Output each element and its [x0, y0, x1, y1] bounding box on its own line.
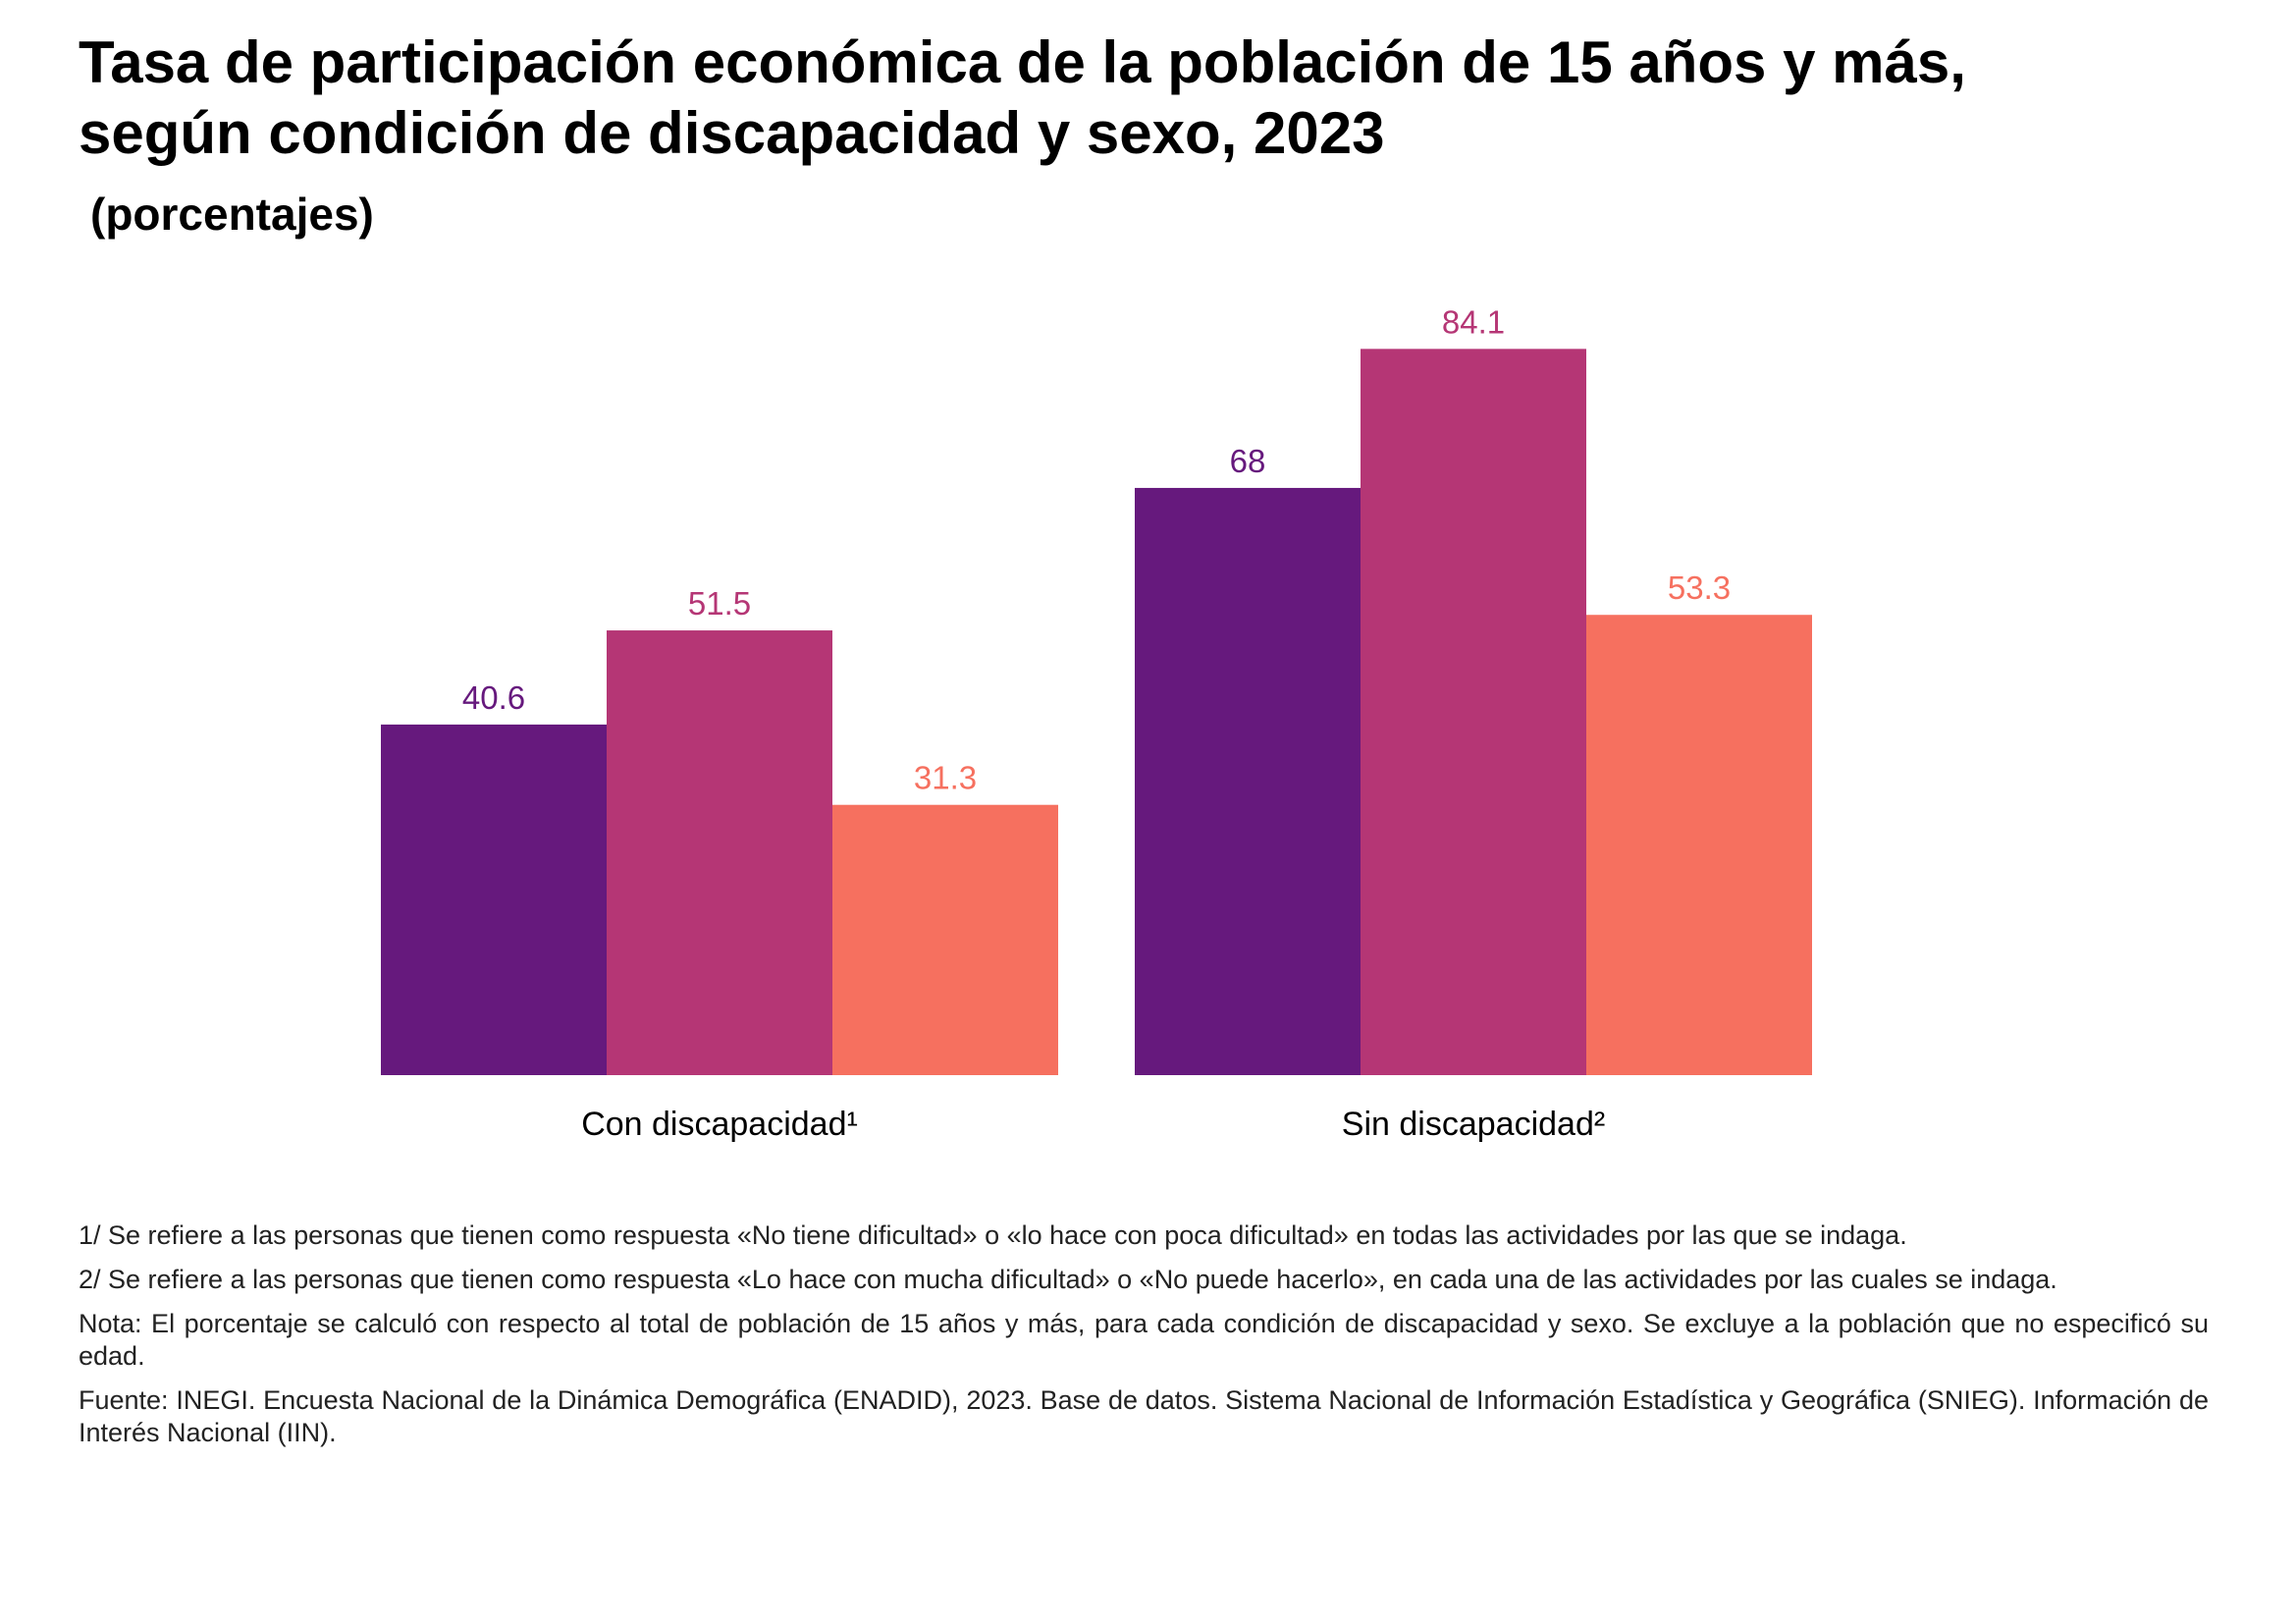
bar-1-series-3 — [832, 804, 1058, 1075]
category-label-2: Sin discapacidad² — [1342, 1106, 1605, 1143]
bars-layer — [381, 349, 1812, 1075]
bar-chart: 40.6 51.5 31.3 68 84.1 53.3 Con discapacidad¹… — [381, 303, 1812, 1143]
chart-title-line-1: Tasa de participación económica de la po… — [79, 29, 1966, 95]
bar-2-series-3 — [1586, 615, 1812, 1075]
footnote-note: Nota: El porcentaje se calculó con respe… — [79, 1309, 2209, 1371]
value-labels-layer: 40.6 51.5 31.3 68 84.1 53.3 — [462, 303, 1731, 795]
data-label-2-series-1: 68 — [1230, 443, 1266, 479]
data-label-2-series-3: 53.3 — [1668, 569, 1731, 606]
footnote-1: 1/ Se refiere a las personas que tienen … — [79, 1220, 1907, 1250]
bar-2-series-2 — [1361, 349, 1586, 1075]
chart-subtitle: (porcentajes) — [90, 189, 374, 240]
category-labels-layer: Con discapacidad¹ Sin discapacidad² — [581, 1106, 1605, 1143]
data-label-2-series-2: 84.1 — [1442, 303, 1505, 340]
bar-1-series-1 — [381, 724, 607, 1075]
data-label-1-series-3: 31.3 — [914, 760, 977, 796]
data-label-1-series-2: 51.5 — [688, 585, 751, 622]
footnote-source: Fuente: INEGI. Encuesta Nacional de la D… — [79, 1385, 2209, 1447]
bar-2-series-1 — [1135, 487, 1361, 1075]
bar-1-series-2 — [607, 630, 832, 1075]
chart-title-line-2: según condición de discapacidad y sexo, … — [79, 100, 1385, 166]
category-label-1: Con discapacidad¹ — [581, 1106, 858, 1143]
data-label-1-series-1: 40.6 — [462, 679, 525, 716]
chart-title: Tasa de participación económica de la po… — [79, 27, 2238, 169]
footnotes: 1/ Se refiere a las personas que tienen … — [79, 1219, 2209, 1461]
footnote-2: 2/ Se refiere a las personas que tienen … — [79, 1265, 2057, 1294]
